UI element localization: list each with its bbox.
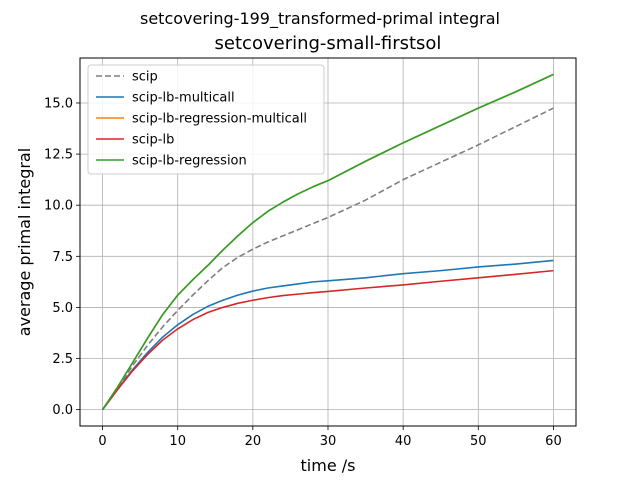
y-axis-label: average primal integral (15, 148, 34, 336)
x-tick-label: 40 (395, 434, 412, 449)
legend-box (87, 64, 325, 175)
tick-layer: 0 10 20 30 40 50 60 0.0 2.5 5.0 7.5 10.0 12.5 15.0 (44, 96, 562, 449)
series-line-scip-lb (101, 269, 554, 411)
x-tick-label: 0 (98, 434, 106, 449)
legend-label: scip-lb-regression-multicall (132, 112, 307, 127)
y-tick-label: 5.0 (52, 301, 73, 316)
y-tick-label: 7.5 (52, 250, 73, 265)
legend-label: scip-lb (132, 133, 174, 148)
chart-title: setcovering-199_transformed-primal integ… (140, 9, 500, 29)
series-line-scip-lb-regression (101, 73, 554, 411)
x-tick-label: 10 (169, 434, 186, 449)
x-tick-label: 50 (470, 434, 487, 449)
x-tick-label: 60 (545, 434, 562, 449)
legend-label: scip-lb-regression (132, 154, 247, 169)
y-tick-label: 12.5 (44, 148, 73, 163)
y-tick-label: 2.5 (52, 352, 73, 367)
series-layer (101, 73, 554, 411)
y-tick-label: 0.0 (52, 403, 73, 418)
legend-label: scip-lb-multicall (132, 91, 235, 106)
y-tick-label: 10.0 (44, 199, 73, 214)
series-line-scip (101, 107, 554, 411)
x-tick-label: 20 (245, 434, 262, 449)
grid-layer (80, 58, 576, 426)
legend-label: scip (132, 70, 158, 85)
legend: scip scip-lb-multicall scip-lb-regression-… (87, 64, 325, 175)
y-tick-label: 15.0 (44, 96, 73, 111)
chart-subtitle: setcovering-small-firstsol (215, 33, 442, 54)
x-axis-label: time /s (301, 456, 356, 475)
x-tick-label: 30 (320, 434, 337, 449)
series-line-scip-lb-multicall (101, 259, 554, 411)
